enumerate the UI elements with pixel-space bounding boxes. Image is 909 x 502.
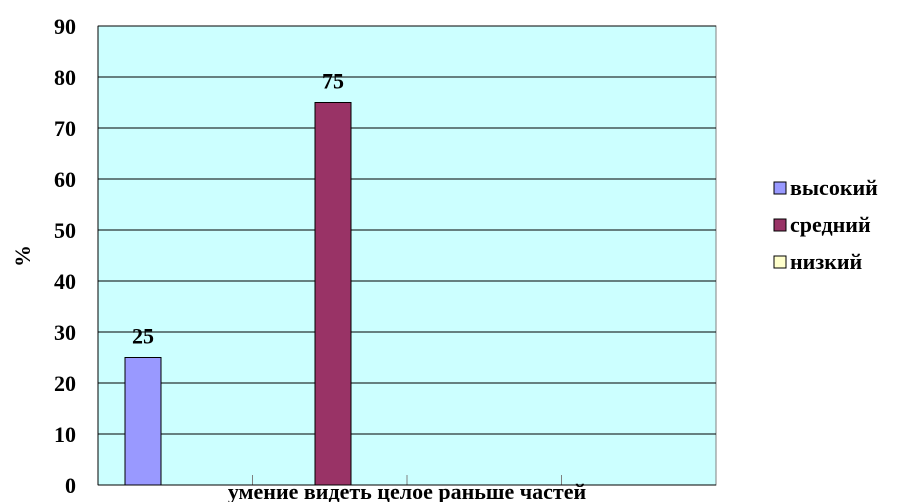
data-labels: 25 75 — [132, 69, 344, 349]
x-axis-ticks — [252, 475, 562, 485]
data-label: 25 — [132, 324, 154, 349]
y-tick-label: 40 — [54, 269, 76, 294]
y-tick-label: 70 — [54, 116, 76, 141]
y-tick-label: 20 — [54, 371, 76, 396]
legend-swatch — [773, 218, 787, 232]
y-tick-label: 80 — [54, 65, 76, 90]
legend: высокий средний низкий — [773, 175, 878, 274]
bar-средний — [314, 102, 352, 486]
y-axis-title: % — [10, 245, 35, 267]
y-tick-label: 90 — [54, 14, 76, 39]
gridlines — [98, 25, 716, 435]
x-axis-title: умение видеть целое раньше частей — [228, 479, 587, 502]
y-tick-label: 30 — [54, 320, 76, 345]
y-tick-label: 10 — [54, 422, 76, 447]
bar-высокий — [124, 357, 162, 486]
legend-label: средний — [790, 212, 871, 237]
legend-label: высокий — [790, 175, 878, 200]
y-tick-label: 0 — [65, 473, 76, 498]
data-label: 75 — [322, 69, 344, 94]
legend-swatch — [773, 255, 787, 269]
y-axis-tick-labels: 0 10 20 30 40 50 60 70 80 90 — [54, 14, 76, 498]
y-tick-label: 50 — [54, 218, 76, 243]
bars — [124, 102, 352, 486]
legend-label: низкий — [790, 249, 863, 274]
plot-area — [97, 25, 717, 486]
legend-swatch — [773, 181, 787, 195]
y-tick-label: 60 — [54, 167, 76, 192]
